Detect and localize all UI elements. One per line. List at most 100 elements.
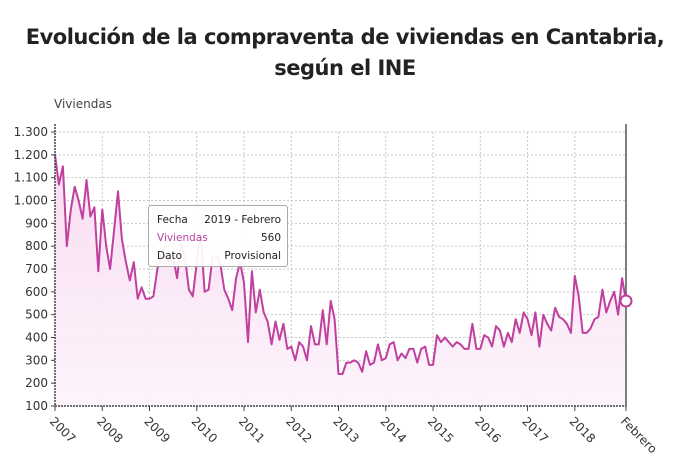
y-tick-label: 300 xyxy=(25,353,48,367)
tooltip-fecha-value: 2019 - Febrero xyxy=(204,214,281,226)
data-point xyxy=(428,364,430,366)
data-point xyxy=(381,359,383,361)
data-point xyxy=(507,332,509,334)
data-point xyxy=(416,362,418,364)
data-point xyxy=(302,346,304,348)
data-point xyxy=(491,346,493,348)
chart-title: Evolución de la compraventa de viviendas… xyxy=(0,22,690,84)
data-point xyxy=(176,277,178,279)
data-point xyxy=(586,332,588,334)
data-point xyxy=(278,339,281,341)
series-line xyxy=(54,154,627,375)
data-point xyxy=(326,343,328,345)
data-point xyxy=(385,357,387,359)
data-point xyxy=(62,165,64,167)
data-point xyxy=(255,311,257,313)
data-point xyxy=(263,311,265,313)
data-point xyxy=(412,348,414,350)
data-point xyxy=(408,348,411,350)
data-point xyxy=(270,343,273,345)
data-point xyxy=(487,336,489,339)
x-tick-label: 2013 xyxy=(330,414,361,445)
data-point xyxy=(353,359,355,361)
y-tick-label: 200 xyxy=(25,376,48,390)
data-point xyxy=(542,314,544,316)
x-tick-label: 2015 xyxy=(425,414,456,445)
data-point xyxy=(318,343,320,345)
data-point xyxy=(554,307,556,309)
data-point xyxy=(424,346,426,348)
y-tick-label: 900 xyxy=(25,216,48,230)
data-point xyxy=(530,334,533,336)
data-point xyxy=(357,362,359,364)
data-point xyxy=(89,215,92,218)
data-point xyxy=(282,323,284,325)
series-viviendas xyxy=(54,154,627,406)
series-area-fill xyxy=(55,154,626,406)
data-point xyxy=(613,291,615,293)
tooltip-fecha-label: Fecha xyxy=(157,214,188,226)
highlight-marker xyxy=(619,294,633,308)
data-point xyxy=(526,318,529,320)
data-point xyxy=(243,282,245,284)
chart-title-line-2: según el INE xyxy=(274,56,416,80)
y-axis-label: Viviendas xyxy=(54,97,112,111)
data-point xyxy=(204,291,206,293)
data-point xyxy=(400,352,403,355)
data-point xyxy=(105,245,107,247)
data-point xyxy=(286,348,288,350)
y-tick-label: 800 xyxy=(25,239,48,253)
x-tick-label: 2014 xyxy=(378,414,409,445)
data-point xyxy=(605,311,607,313)
tooltip-series-label: Viviendas xyxy=(157,232,208,244)
data-point xyxy=(333,318,336,320)
data-point xyxy=(231,309,233,311)
y-tick-label: 600 xyxy=(25,285,48,299)
data-point xyxy=(365,350,367,352)
data-point xyxy=(475,348,477,350)
data-point xyxy=(97,270,99,272)
data-point xyxy=(274,320,277,323)
data-point xyxy=(306,359,308,361)
y-tick-label: 400 xyxy=(25,331,48,345)
x-tick-label: 2012 xyxy=(283,414,314,445)
tooltip-dato-value: Provisional xyxy=(224,250,281,262)
data-point xyxy=(397,359,399,361)
y-tick-label: 100 xyxy=(25,399,48,413)
data-point xyxy=(156,268,158,270)
data-point xyxy=(251,270,253,272)
data-point xyxy=(432,364,434,366)
y-tick-label: 1.200 xyxy=(14,148,48,162)
x-tick-label: Febrero xyxy=(618,414,660,456)
data-point xyxy=(499,330,501,332)
data-point xyxy=(436,334,438,336)
x-tick-label: 2009 xyxy=(141,414,172,445)
data-point xyxy=(523,311,525,313)
data-point xyxy=(550,330,552,332)
data-point xyxy=(109,268,111,270)
x-tick-label: 2010 xyxy=(189,414,220,445)
data-point xyxy=(78,199,80,202)
data-point xyxy=(74,186,76,188)
data-point xyxy=(322,309,324,311)
data-point xyxy=(578,295,580,297)
data-point xyxy=(58,183,60,186)
data-point xyxy=(597,316,600,318)
data-point xyxy=(609,300,611,302)
data-point xyxy=(267,320,269,323)
data-point xyxy=(511,341,513,343)
x-tick-label: 2016 xyxy=(472,414,503,445)
data-point xyxy=(570,332,572,334)
data-point xyxy=(330,300,332,302)
data-point xyxy=(617,314,619,316)
data-point xyxy=(294,359,296,361)
data-point xyxy=(137,298,139,300)
y-tick-label: 1.300 xyxy=(14,125,48,139)
data-point xyxy=(479,348,481,350)
data-point xyxy=(562,318,564,320)
data-point xyxy=(420,348,422,350)
data-point xyxy=(503,346,505,348)
tooltip-series-value: 560 xyxy=(260,232,281,244)
data-point xyxy=(440,341,442,343)
